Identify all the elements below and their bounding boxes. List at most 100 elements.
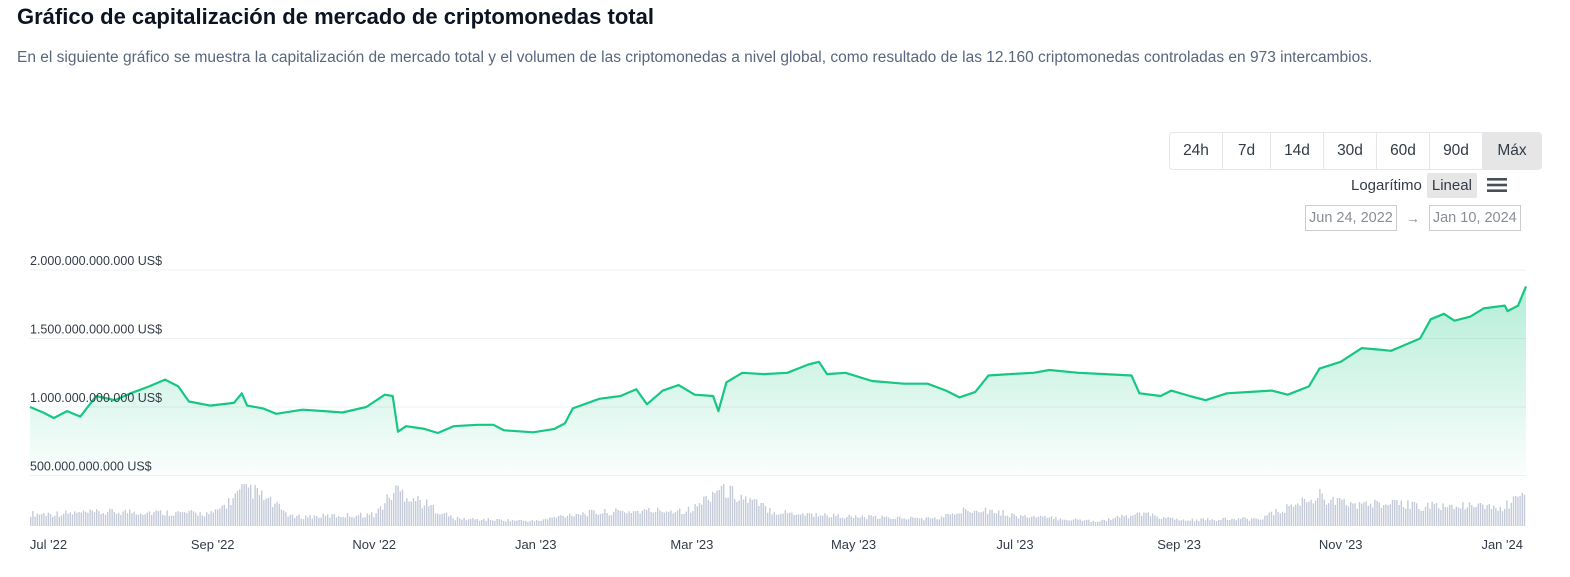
volume-bar xyxy=(173,515,175,526)
volume-bar xyxy=(1383,505,1385,526)
linear-scale-button[interactable]: Lineal xyxy=(1426,172,1477,198)
volume-bar xyxy=(351,517,353,526)
volume-bar xyxy=(934,517,936,526)
volume-bar xyxy=(509,521,511,526)
volume-bar xyxy=(742,499,745,526)
volume-bar xyxy=(256,488,258,526)
volume-bar xyxy=(822,515,824,526)
volume-bar xyxy=(947,514,949,526)
volume-bar xyxy=(428,506,430,526)
range-90d-button[interactable]: 90d xyxy=(1430,133,1483,169)
volume-bar xyxy=(912,517,914,526)
volume-bar xyxy=(1284,512,1286,526)
volume-bar xyxy=(641,510,643,526)
volume-bar xyxy=(500,519,503,526)
volume-bar xyxy=(511,520,514,526)
volume-bar xyxy=(709,501,712,526)
volume-bar xyxy=(907,519,910,526)
volume-bar xyxy=(316,516,318,526)
volume-bar xyxy=(720,485,723,526)
volume-bar xyxy=(835,515,837,526)
volume-bar xyxy=(1130,516,1132,526)
volume-bar xyxy=(208,514,210,526)
range-30d-button[interactable]: 30d xyxy=(1324,133,1377,169)
volume-bar xyxy=(78,512,80,526)
range-60d-button[interactable]: 60d xyxy=(1377,133,1430,169)
volume-bar xyxy=(373,517,375,526)
volume-bar xyxy=(58,516,60,526)
page-description: En el siguiente gráfico se muestra la ca… xyxy=(17,49,1373,66)
volume-bar xyxy=(210,511,212,526)
volume-bar xyxy=(263,500,265,526)
volume-bar xyxy=(115,514,118,526)
volume-bar xyxy=(828,517,830,526)
volume-bar xyxy=(357,515,360,526)
volume-bar xyxy=(885,516,888,526)
volume-bar xyxy=(555,517,558,526)
range-14d-button[interactable]: 14d xyxy=(1271,133,1324,169)
volume-bar xyxy=(188,511,190,526)
volume-bar xyxy=(1354,503,1356,526)
volume-bar xyxy=(1198,521,1200,526)
volume-bar xyxy=(250,484,252,526)
hamburger-menu-icon[interactable] xyxy=(1486,177,1507,193)
volume-bar xyxy=(1350,501,1352,526)
volume-bar xyxy=(1457,507,1460,526)
volume-bar xyxy=(1341,499,1343,526)
volume-bar xyxy=(461,519,463,526)
volume-bar xyxy=(1365,501,1367,526)
volume-bar xyxy=(544,518,547,526)
volume-bar xyxy=(1154,515,1156,526)
volume-bar xyxy=(148,511,151,526)
volume-bar xyxy=(1207,518,1209,526)
date-to-input[interactable]: Jan 10, 2024 xyxy=(1428,205,1521,231)
volume-bar xyxy=(1321,493,1323,526)
date-from-input[interactable]: Jun 24, 2022 xyxy=(1305,205,1397,231)
volume-bar xyxy=(789,512,791,526)
volume-bar xyxy=(1317,498,1319,526)
volume-bar xyxy=(1246,518,1248,526)
volume-bar xyxy=(1275,508,1277,526)
volume-bar xyxy=(410,501,412,526)
volume-bar xyxy=(56,511,58,526)
volume-bar xyxy=(560,515,562,526)
volume-bar xyxy=(230,505,232,526)
volume-bar xyxy=(588,509,591,526)
volume-bar xyxy=(459,518,461,526)
volume-bar xyxy=(1262,519,1264,526)
scale-toggle: Logarítimo Lineal xyxy=(1346,171,1507,199)
volume-bar xyxy=(285,512,287,526)
range-24h-button[interactable]: 24h xyxy=(1170,133,1223,169)
volume-bar xyxy=(274,503,276,526)
volume-bar xyxy=(423,505,426,526)
volume-bar xyxy=(681,514,683,526)
volume-bar xyxy=(399,491,401,526)
volume-bar xyxy=(760,503,762,526)
volume-bar xyxy=(1369,503,1372,526)
volume-bar xyxy=(1134,514,1136,526)
volume-bar xyxy=(1229,520,1231,526)
volume-bar xyxy=(1499,506,1501,526)
volume-bar xyxy=(289,514,291,526)
volume-bar xyxy=(619,510,621,526)
volume-bar xyxy=(769,508,771,526)
volume-bar xyxy=(1299,505,1301,526)
volume-bar xyxy=(929,518,932,526)
log-scale-button[interactable]: Logarítimo xyxy=(1351,176,1422,194)
volume-bar xyxy=(1226,519,1229,526)
volume-bar xyxy=(109,508,111,526)
volume-bar xyxy=(1176,518,1178,526)
range-7d-button[interactable]: 7d xyxy=(1223,133,1271,169)
volume-bar xyxy=(179,512,181,526)
volume-bar xyxy=(628,511,630,526)
volume-bar xyxy=(175,512,177,526)
volume-bar xyxy=(1374,499,1376,526)
volume-bar xyxy=(630,513,632,526)
volume-bar xyxy=(1411,501,1413,526)
volume-bar xyxy=(1020,515,1022,526)
volume-bar xyxy=(111,509,113,526)
volume-bar xyxy=(1127,518,1130,526)
range-max-button[interactable]: Máx xyxy=(1483,133,1541,169)
volume-bar xyxy=(489,520,492,526)
volume-bar xyxy=(795,514,797,526)
